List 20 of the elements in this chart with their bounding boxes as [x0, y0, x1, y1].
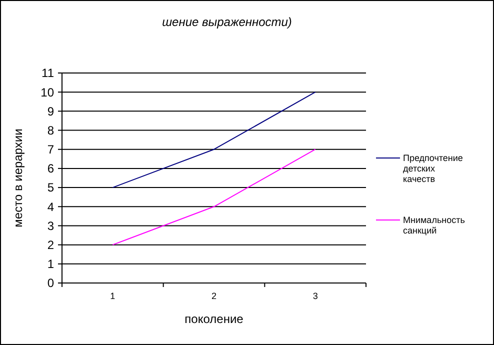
legend-label: Мнимальность санкций — [403, 215, 466, 236]
x-axis-title: поколение — [184, 312, 244, 326]
y-tick-label: 0 — [47, 276, 54, 290]
y-tick-label: 4 — [47, 200, 54, 214]
y-tick-label: 8 — [47, 123, 54, 138]
legend-label: Предпочтение детских качеств — [403, 153, 463, 184]
y-tick-label: 2 — [47, 238, 54, 252]
chart-title: шение выраженности) — [162, 15, 292, 29]
y-tick-label: 7 — [47, 142, 54, 157]
y-tick-label: 10 — [40, 85, 54, 100]
y-tick-label: 9 — [47, 104, 54, 118]
y-tick-label: 3 — [47, 218, 54, 233]
y-axis-title: место в иерархии — [11, 128, 25, 228]
y-tick-label: 1 — [47, 257, 54, 272]
x-tick-label: 1 — [110, 291, 116, 301]
y-tick-label: 6 — [47, 162, 54, 176]
x-tick-label: 2 — [211, 291, 217, 301]
x-tick-label: 3 — [312, 291, 318, 301]
y-tick-label: 11 — [42, 66, 54, 80]
y-tick-label: 5 — [47, 180, 54, 195]
